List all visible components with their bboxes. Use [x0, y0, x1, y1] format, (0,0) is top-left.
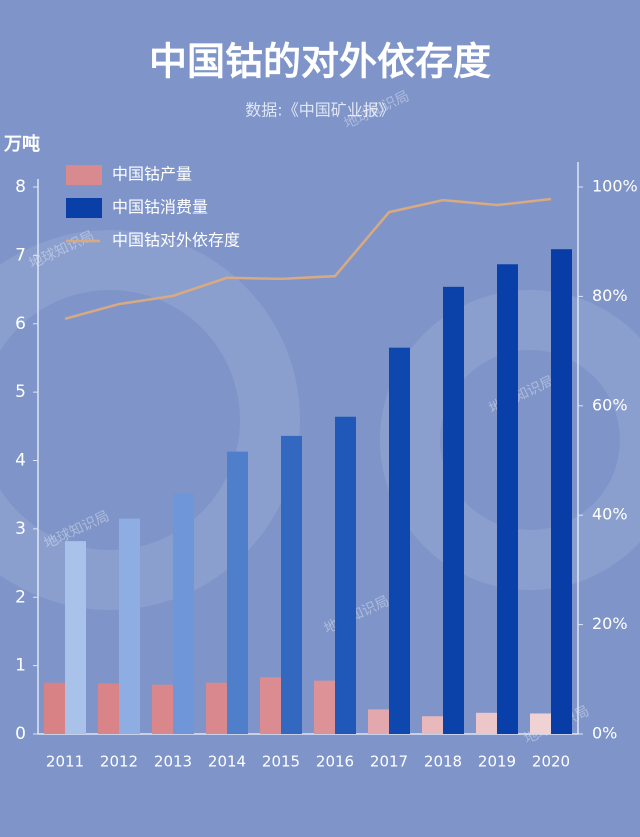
- x-tick-label: 2017: [370, 753, 408, 771]
- legend-swatch: [66, 198, 102, 218]
- x-tick-label: 2011: [46, 753, 84, 771]
- y2-tick-label: 80%: [592, 286, 628, 305]
- x-tick-label: 2014: [208, 753, 246, 771]
- y-tick-label: 0: [15, 724, 26, 744]
- bar: [335, 416, 356, 734]
- y-tick-label: 5: [15, 382, 26, 402]
- line: [64, 197, 552, 321]
- bar: [443, 286, 464, 734]
- bar: [152, 684, 173, 734]
- y-tick-label: 7: [15, 245, 26, 265]
- bar: [368, 709, 389, 734]
- bar: [98, 683, 119, 734]
- bar: [65, 541, 86, 734]
- x-tick-label: 2013: [154, 753, 192, 771]
- bar: [476, 712, 497, 734]
- y-tick-label: 1: [15, 656, 26, 676]
- y-tick-label: 2: [15, 587, 26, 607]
- y2-tick-label: 20%: [592, 614, 628, 633]
- y-tick-label: 4: [15, 451, 26, 471]
- x-tick-label: 2015: [262, 753, 300, 771]
- chart-subtitle: 数据:《中国矿业报》: [245, 101, 394, 120]
- y2-tick-label: 40%: [592, 505, 628, 524]
- bar: [551, 249, 572, 734]
- bar: [227, 451, 248, 734]
- y2-tick-label: 60%: [592, 395, 628, 414]
- x-tick-label: 2020: [532, 753, 570, 771]
- x-tick-label: 2012: [100, 753, 138, 771]
- bar: [530, 713, 551, 734]
- y2-tick-label: 100%: [592, 177, 638, 196]
- chart-title: 中国钴的对外依存度: [149, 40, 491, 84]
- bar: [260, 677, 281, 734]
- decoration: [0, 230, 300, 610]
- x-tick-label: 2016: [316, 753, 354, 771]
- bar: [314, 680, 335, 734]
- bar: [497, 264, 518, 734]
- x-tick-label: 2019: [478, 753, 516, 771]
- legend-label: 中国钴产量: [112, 165, 192, 184]
- bar: [44, 682, 65, 734]
- bar: [422, 716, 443, 734]
- bar: [119, 518, 140, 734]
- x-tick-label: 2018: [424, 753, 462, 771]
- y-tick-label: 6: [15, 314, 26, 334]
- y-tick-label: 3: [15, 519, 26, 539]
- bar: [206, 682, 227, 734]
- legend-label: 中国钴消费量: [112, 198, 208, 217]
- legend-swatch: [66, 165, 102, 185]
- legend-label: 中国钴对外依存度: [112, 231, 240, 250]
- bar: [281, 435, 302, 734]
- y-tick-label: 8: [15, 177, 26, 197]
- bar: [389, 347, 410, 734]
- y2-tick-label: 0%: [592, 724, 617, 743]
- bar: [173, 493, 194, 734]
- y-axis-label: 万吨: [3, 133, 40, 155]
